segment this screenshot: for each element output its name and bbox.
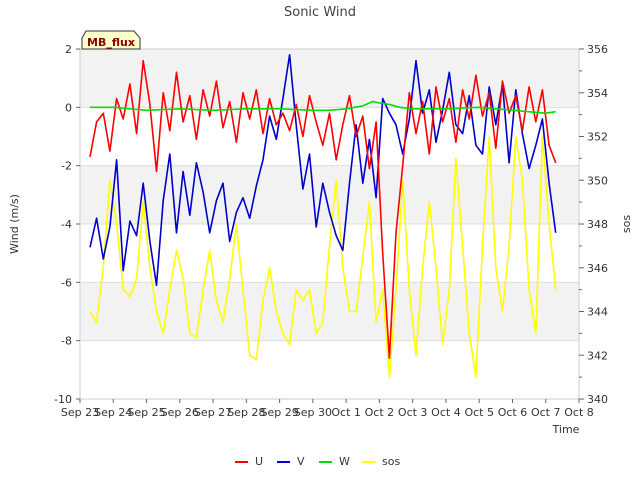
y2-tick-label: 344: [587, 306, 608, 319]
badge-shape: [81, 30, 141, 50]
legend-label-w: W: [339, 455, 350, 468]
legend-label-sos: sos: [382, 455, 400, 468]
x-tick-label: Oct 1: [331, 406, 361, 419]
series-line-sos: [89, 135, 557, 378]
y2-axis-title: sos: [620, 215, 633, 233]
x-tick-label: Oct 7: [531, 406, 561, 419]
series-line-u: [89, 59, 557, 360]
y-tick-label: -10: [54, 393, 72, 406]
chart-title: Sonic Wind: [284, 5, 356, 20]
y2-tick-label: 354: [587, 87, 608, 100]
y2-axis-ticks: 356 354 352 350 348 346 344 342 340: [579, 43, 608, 406]
x-tick-label: Sep 30: [294, 406, 332, 419]
x-axis-title: Time: [552, 423, 580, 436]
legend-label-u: U: [255, 455, 263, 468]
y2-tick-label: 348: [587, 218, 608, 231]
y-tick-label: -6: [61, 276, 72, 289]
badge-label: MB_flux: [87, 36, 135, 49]
x-tick-label: Sep 25: [127, 406, 165, 419]
x-tick-label: Oct 2: [365, 406, 395, 419]
x-tick-label: Sep 23: [61, 406, 99, 419]
x-tick-label: Oct 8: [564, 406, 594, 419]
y-tick-label: 0: [65, 101, 72, 114]
series-line-w: [90, 100, 556, 114]
x-tick-label: Sep 26: [161, 406, 199, 419]
series-line-v: [89, 53, 557, 287]
x-tick-label: Oct 5: [464, 406, 494, 419]
x-tick-label: Sep 24: [94, 406, 132, 419]
y2-tick-label: 342: [587, 349, 608, 362]
y-tick-label: -2: [61, 160, 72, 173]
y2-tick-label: 352: [587, 131, 608, 144]
y-axis-ticks: 2 0 -2 -4 -6 -8 -10: [54, 43, 80, 406]
y2-tick-label: 340: [587, 393, 608, 406]
x-tick-label: Sep 27: [194, 406, 232, 419]
mb-flux-badge: MB_flux: [81, 30, 141, 50]
series-layer: [89, 53, 557, 378]
plot-background-bands: [80, 49, 579, 341]
x-tick-label: Oct 3: [398, 406, 428, 419]
y-tick-label: 2: [65, 43, 72, 56]
y-tick-label: -4: [61, 218, 72, 231]
y2-tick-label: 350: [587, 174, 608, 187]
y-axis-title: Wind (m/s): [8, 194, 21, 254]
y2-tick-label: 346: [587, 262, 608, 275]
background-band: [80, 165, 579, 224]
y-tick-label: -8: [61, 335, 72, 348]
x-tick-label: Oct 6: [498, 406, 528, 419]
x-tick-label: Oct 4: [431, 406, 461, 419]
y2-tick-label: 356: [587, 43, 608, 56]
x-tick-label: Sep 28: [227, 406, 265, 419]
x-tick-label: Sep 29: [260, 406, 298, 419]
legend-label-v: V: [297, 455, 305, 468]
